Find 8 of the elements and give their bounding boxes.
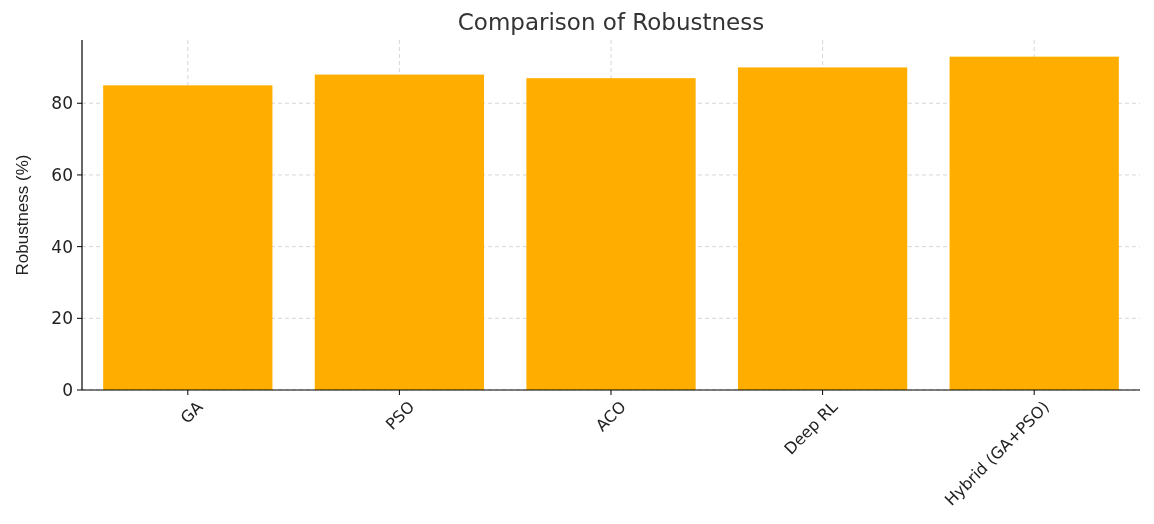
x-tick-label: GA <box>176 397 207 428</box>
chart-title: Comparison of Robustness <box>457 9 765 35</box>
y-tick-label: 60 <box>51 164 73 185</box>
y-tick-label: 80 <box>51 93 73 114</box>
y-axis-title: Robustness (%) <box>13 154 32 276</box>
y-tick-label: 20 <box>51 308 73 329</box>
y-tick-label: 0 <box>62 379 73 400</box>
y-tick-label: 40 <box>51 236 73 257</box>
